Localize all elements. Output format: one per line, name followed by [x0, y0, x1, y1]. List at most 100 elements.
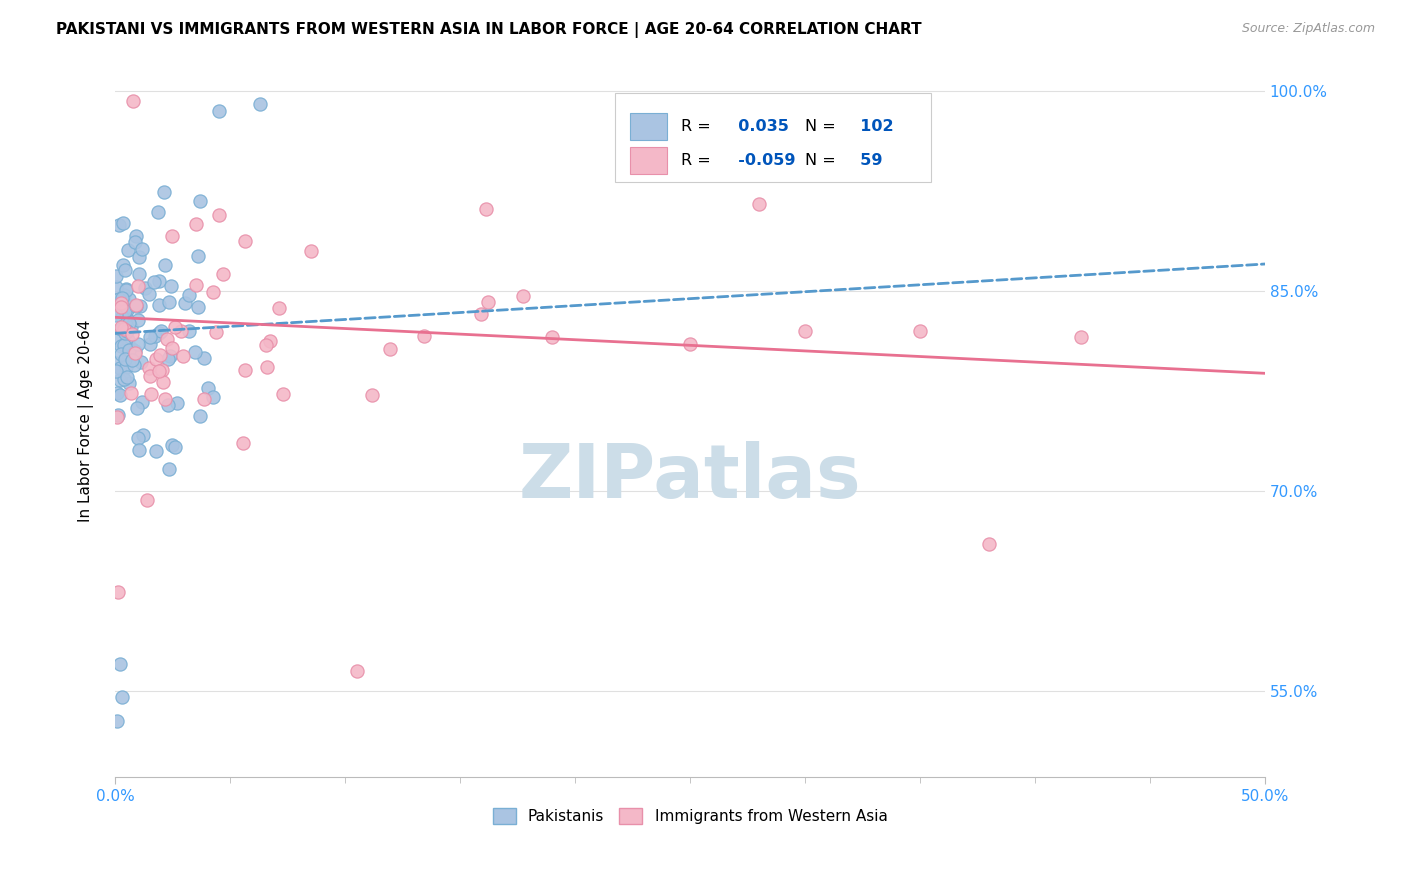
- Point: [162, 438, 184, 452]
- Text: Source: ZipAtlas.com: Source: ZipAtlas.com: [1241, 22, 1375, 36]
- Point: [114, 352, 136, 367]
- Point: [150, 324, 173, 338]
- Point: [110, 347, 132, 361]
- Point: [128, 250, 150, 264]
- Point: [139, 368, 162, 383]
- Point: [145, 444, 167, 458]
- Point: [157, 462, 180, 476]
- Point: [132, 427, 155, 442]
- Point: [114, 326, 136, 340]
- Point: [361, 388, 384, 402]
- Point: [159, 349, 181, 363]
- Point: [111, 690, 134, 705]
- Text: N =: N =: [806, 153, 835, 168]
- Point: [908, 324, 931, 338]
- Point: [114, 304, 136, 318]
- Point: [121, 327, 143, 342]
- Point: [748, 197, 770, 211]
- Point: [474, 202, 496, 216]
- Point: [127, 313, 149, 327]
- Point: [160, 279, 183, 293]
- Point: [125, 401, 148, 416]
- Point: [346, 664, 368, 678]
- Point: [201, 390, 224, 404]
- Point: [112, 338, 135, 352]
- Point: [166, 395, 188, 409]
- Point: [256, 360, 278, 375]
- Point: [118, 292, 141, 306]
- Point: [121, 342, 143, 356]
- Point: [105, 364, 128, 378]
- Point: [115, 324, 138, 338]
- Point: [112, 258, 135, 272]
- Point: [107, 409, 129, 424]
- Point: [129, 299, 152, 313]
- Text: ZIPatlas: ZIPatlas: [519, 442, 862, 514]
- Point: [127, 279, 149, 293]
- Point: [112, 288, 135, 302]
- Point: [259, 334, 281, 348]
- Point: [143, 275, 166, 289]
- Point: [145, 352, 167, 367]
- Point: [184, 217, 207, 231]
- Point: [127, 431, 149, 445]
- Point: [150, 363, 173, 377]
- Point: [128, 268, 150, 282]
- Point: [212, 268, 235, 282]
- Point: [153, 186, 176, 200]
- Point: [148, 326, 170, 340]
- Point: [139, 337, 162, 351]
- Point: [208, 208, 231, 222]
- Point: [115, 303, 138, 318]
- Point: [117, 333, 139, 347]
- Point: [134, 281, 156, 295]
- Point: [149, 348, 172, 362]
- Point: [105, 268, 128, 283]
- Point: [124, 344, 146, 359]
- Text: N =: N =: [806, 120, 835, 135]
- Point: [107, 585, 129, 599]
- Point: [177, 287, 200, 301]
- Point: [153, 392, 176, 406]
- Point: [107, 408, 129, 422]
- Point: [115, 370, 138, 384]
- FancyBboxPatch shape: [630, 147, 666, 174]
- Point: [120, 319, 142, 334]
- Point: [117, 349, 139, 363]
- Point: [184, 344, 207, 359]
- Point: [114, 263, 136, 277]
- Text: -0.059: -0.059: [727, 153, 796, 168]
- Point: [172, 350, 194, 364]
- Point: [152, 375, 174, 389]
- Point: [269, 301, 291, 315]
- Point: [115, 324, 138, 338]
- Point: [233, 234, 256, 248]
- Point: [108, 388, 131, 402]
- Point: [108, 657, 131, 671]
- Point: [110, 300, 132, 314]
- Point: [184, 277, 207, 292]
- Point: [129, 355, 152, 369]
- Point: [187, 300, 209, 314]
- Point: [157, 351, 180, 366]
- Point: [112, 216, 135, 230]
- Point: [114, 282, 136, 296]
- Point: [138, 287, 160, 301]
- Text: PAKISTANI VS IMMIGRANTS FROM WESTERN ASIA IN LABOR FORCE | AGE 20-64 CORRELATION: PAKISTANI VS IMMIGRANTS FROM WESTERN ASI…: [56, 22, 922, 38]
- Point: [378, 342, 401, 356]
- Point: [110, 295, 132, 310]
- Point: [139, 387, 162, 401]
- Point: [122, 358, 145, 372]
- Point: [148, 204, 170, 219]
- FancyBboxPatch shape: [630, 113, 666, 140]
- Point: [413, 328, 436, 343]
- Point: [108, 218, 131, 232]
- Point: [107, 292, 129, 306]
- Point: [118, 299, 141, 313]
- Point: [148, 274, 170, 288]
- Point: [108, 373, 131, 387]
- Point: [143, 329, 166, 343]
- Point: [187, 249, 209, 263]
- Point: [148, 297, 170, 311]
- Point: [108, 361, 131, 376]
